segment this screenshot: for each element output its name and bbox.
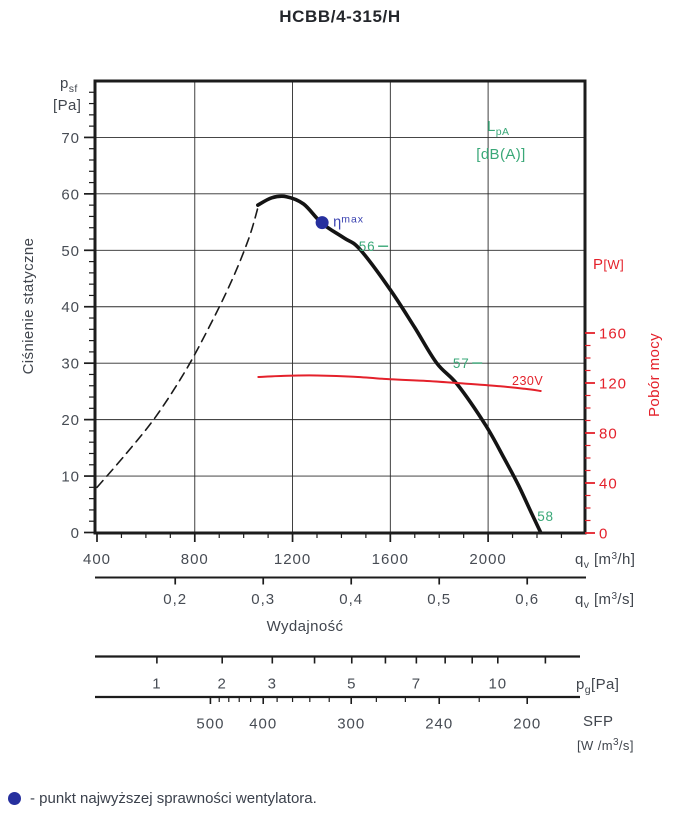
eta-max-label: ηmax [333, 214, 364, 231]
qv-s-tick-label: 0,2 [163, 591, 187, 608]
series-solid [256, 194, 543, 535]
left-axis-name: Ciśnienie statyczne [20, 238, 37, 375]
curves [96, 194, 543, 535]
y-right-tick-label: 40 [599, 476, 618, 493]
x-axis-unit-m3h: qv [m3/h] [575, 551, 635, 571]
x-axis-name: Wydajność [267, 618, 344, 635]
power-curve-label: 230V [512, 374, 543, 388]
pg-tick-label: 1 [152, 676, 161, 693]
sfp-tick-label: 200 [513, 716, 541, 733]
left-axis-unit: [Pa] [53, 97, 81, 114]
chart-title: HCBB/4-315/H [279, 7, 401, 26]
noise-label-57: 57 [453, 356, 470, 371]
right-axis-symbol: P[W] [593, 256, 624, 273]
qv-s-tick-label: 0,6 [515, 591, 539, 608]
qv-s-tick-label: 0,5 [427, 591, 451, 608]
noise-label-56: 56 [359, 239, 376, 254]
y-left-tick-label: 60 [61, 186, 80, 203]
legend-text: - punkt najwyższej sprawności wentylator… [30, 790, 317, 807]
y-left-tick-label: 70 [61, 130, 80, 147]
sfp-scale-unit: [W /m3/s] [577, 737, 634, 753]
noise-scale-unit: [dB(A)] [476, 146, 525, 163]
series-230V [257, 374, 542, 392]
x-tick-label: 800 [181, 551, 209, 568]
sfp-scale-label: SFP [583, 713, 613, 730]
legend: - punkt najwyższej sprawności wentylator… [8, 790, 317, 807]
gridlines [95, 81, 585, 533]
y-left-tick-label: 50 [61, 243, 80, 260]
pg-tick-label: 7 [412, 676, 421, 693]
nomogram-scales: 0,2 0,3 0,4 0,5 0,6 1 2 3 5 7 10 500 400 300 240 200 [95, 576, 586, 733]
eta-max-legend-dot [8, 792, 21, 805]
left-axis-symbol: psf [60, 75, 78, 95]
y-left-tick-label: 10 [61, 469, 80, 486]
pg-tick-label: 5 [347, 676, 356, 693]
pg-tick-label: 10 [488, 676, 507, 693]
y-right-tick-label: 80 [599, 426, 618, 443]
sfp-tick-label: 500 [196, 716, 224, 733]
qv-s-tick-label: 0,3 [251, 591, 275, 608]
x-tick-label: 1200 [274, 551, 311, 568]
x-tick-label: 2000 [469, 551, 506, 568]
y-left-tick-label: 20 [61, 412, 80, 429]
sfp-tick-label: 400 [249, 716, 277, 733]
right-axis-name: Pobór mocy [646, 333, 663, 417]
y-right-tick-label: 0 [599, 526, 608, 543]
y-right-tick-label: 160 [599, 326, 627, 343]
noise-scale-symbol: LpA [487, 118, 509, 138]
y-left-tick-label: 30 [61, 356, 80, 373]
y-right-tick-label: 120 [599, 376, 627, 393]
y-left-tick-label: 0 [71, 525, 80, 542]
qv-s-tick-label: 0,4 [339, 591, 363, 608]
y-left-tick-label: 40 [61, 299, 80, 316]
pg-tick-label: 3 [268, 676, 277, 693]
x-axis-unit-m3s: qv [m3/s] [575, 591, 634, 611]
x-tick-label: 400 [83, 551, 111, 568]
pg-tick-label: 2 [218, 676, 227, 693]
noise-label-58: 58 [537, 509, 554, 524]
sfp-tick-label: 300 [337, 716, 365, 733]
x-tick-label: 1600 [372, 551, 409, 568]
sfp-tick-label: 240 [425, 716, 453, 733]
eta-max-point [315, 216, 329, 230]
annotations: 230V 56 57 58 ηmax [315, 214, 554, 524]
series-dashed [96, 207, 259, 489]
axes-and-ticks: 0 10 20 30 40 50 60 70 400 800 1200 1600 2000 0 40 80 12… [61, 79, 627, 568]
pg-scale-label: pg[Pa] [576, 676, 619, 696]
